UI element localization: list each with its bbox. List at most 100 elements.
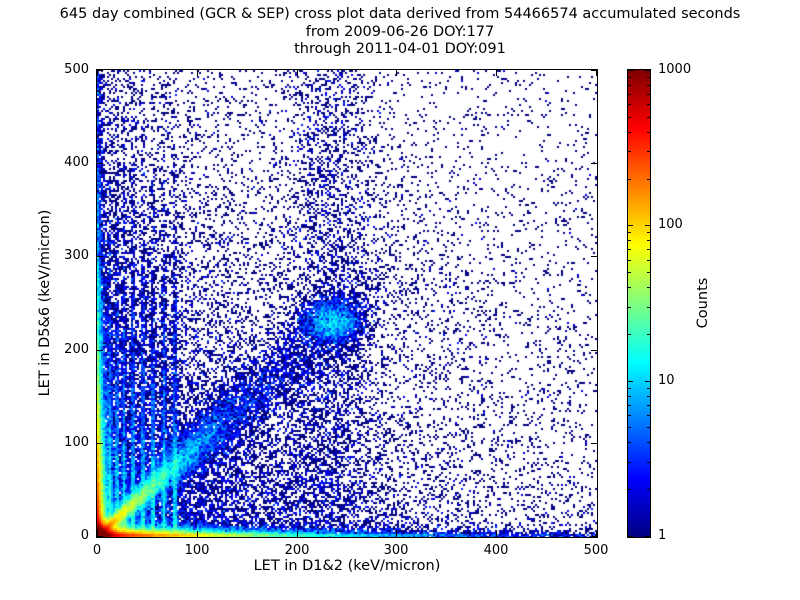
colorbar-minor-tick-mark (628, 94, 631, 95)
colorbar-minor-tick-mark-right (647, 334, 650, 335)
colorbar-tick-mark-right (645, 536, 650, 537)
x-tick-label: 0 (92, 543, 102, 558)
y-tick-mark (97, 256, 103, 257)
colorbar-minor-tick-mark (628, 249, 631, 250)
x-axis-label: LET in D1&2 (keV/micron) (253, 558, 441, 574)
colorbar-tick-mark (628, 225, 633, 226)
y-tick-mark-right (591, 70, 597, 71)
colorbar-minor-tick-mark-right (647, 462, 650, 463)
colorbar-tick-mark (628, 70, 633, 71)
y-tick-mark (97, 443, 103, 444)
y-tick-label: 400 (64, 155, 89, 170)
colorbar-minor-tick-mark (628, 132, 631, 133)
y-tick-label: 300 (64, 248, 89, 263)
colorbar-minor-tick-mark-right (647, 415, 650, 416)
colorbar-minor-tick-mark (628, 151, 631, 152)
colorbar-minor-tick-mark (628, 240, 631, 241)
y-tick-label: 200 (64, 342, 89, 357)
colorbar-tick-label: 10 (658, 373, 675, 388)
colorbar-tick-mark-right (645, 70, 650, 71)
y-tick-mark (97, 70, 103, 71)
colorbar-tick-label: 1000 (658, 62, 692, 77)
colorbar-minor-tick-mark (628, 388, 631, 389)
y-tick-mark (97, 536, 103, 537)
x-tick-mark (197, 531, 198, 537)
x-tick-mark (496, 531, 497, 537)
x-tick-mark-top (297, 70, 298, 76)
y-tick-mark-right (591, 350, 597, 351)
y-tick-mark-right (591, 163, 597, 164)
x-tick-mark-top (496, 70, 497, 76)
colorbar-minor-tick-mark (628, 427, 631, 428)
colorbar-minor-tick-mark-right (647, 132, 650, 133)
colorbar-minor-tick-mark-right (647, 179, 650, 180)
colorbar-minor-tick-mark-right (647, 287, 650, 288)
colorbar (627, 69, 651, 538)
colorbar-minor-tick-mark-right (647, 77, 650, 78)
colorbar-minor-tick-mark-right (647, 307, 650, 308)
colorbar-minor-tick-mark-right (647, 272, 650, 273)
x-tick-label: 200 (284, 543, 310, 558)
colorbar-tick-mark-right (645, 225, 650, 226)
colorbar-tick-mark-right (645, 381, 650, 382)
colorbar-minor-tick-mark-right (647, 388, 650, 389)
y-tick-label: 100 (64, 435, 89, 450)
colorbar-minor-tick-mark (628, 396, 631, 397)
y-axis-label: LET in D5&6 (keV/micron) (37, 209, 53, 397)
chart-title: 645 day combined (GCR & SEP) cross plot … (59, 6, 741, 22)
colorbar-label: Counts (695, 277, 711, 329)
x-tick-mark-top (97, 70, 98, 76)
colorbar-tick-mark (628, 536, 633, 537)
scatter-canvas (97, 70, 597, 537)
colorbar-minor-tick-mark-right (647, 240, 650, 241)
colorbar-tick-label: 1 (658, 528, 667, 543)
colorbar-minor-tick-mark (628, 272, 631, 273)
colorbar-minor-tick-mark (628, 117, 631, 118)
colorbar-minor-tick-mark-right (647, 85, 650, 86)
y-tick-mark-right (591, 443, 597, 444)
x-tick-mark (297, 531, 298, 537)
colorbar-minor-tick-mark (628, 334, 631, 335)
y-tick-mark (97, 350, 103, 351)
y-tick-label: 500 (64, 62, 89, 77)
colorbar-minor-tick-mark (628, 442, 631, 443)
colorbar-minor-tick-mark (628, 85, 631, 86)
colorbar-minor-tick-mark-right (647, 94, 650, 95)
x-tick-label: 300 (383, 543, 409, 558)
colorbar-minor-tick-mark-right (647, 117, 650, 118)
y-tick-mark (97, 163, 103, 164)
x-tick-mark (596, 531, 597, 537)
colorbar-minor-tick-mark-right (647, 260, 650, 261)
colorbar-minor-tick-mark (628, 307, 631, 308)
colorbar-minor-tick-mark (628, 260, 631, 261)
colorbar-minor-tick-mark-right (647, 249, 650, 250)
colorbar-minor-tick-mark-right (647, 427, 650, 428)
x-tick-label: 400 (483, 543, 509, 558)
chart-subtitle-through: through 2011-04-01 DOY:091 (294, 41, 506, 57)
colorbar-minor-tick-mark-right (647, 232, 650, 233)
colorbar-minor-tick-mark-right (647, 396, 650, 397)
colorbar-minor-tick-mark (628, 287, 631, 288)
colorbar-minor-tick-mark (628, 489, 631, 490)
colorbar-tick-mark (628, 381, 633, 382)
y-tick-mark-right (591, 256, 597, 257)
colorbar-minor-tick-mark-right (647, 151, 650, 152)
colorbar-minor-tick-mark (628, 462, 631, 463)
plot-area (96, 69, 598, 538)
x-tick-mark (396, 531, 397, 537)
y-tick-mark-right (591, 536, 597, 537)
x-tick-mark-top (197, 70, 198, 76)
colorbar-minor-tick-mark (628, 179, 631, 180)
colorbar-gradient (628, 70, 650, 537)
x-tick-label: 100 (184, 543, 210, 558)
colorbar-tick-label: 100 (658, 217, 683, 232)
colorbar-minor-tick-mark-right (647, 104, 650, 105)
chart-subtitle-from: from 2009-06-26 DOY:177 (305, 24, 495, 40)
colorbar-minor-tick-mark-right (647, 489, 650, 490)
colorbar-minor-tick-mark (628, 232, 631, 233)
colorbar-minor-tick-mark (628, 77, 631, 78)
x-tick-mark (97, 531, 98, 537)
colorbar-minor-tick-mark (628, 405, 631, 406)
x-tick-mark-top (396, 70, 397, 76)
